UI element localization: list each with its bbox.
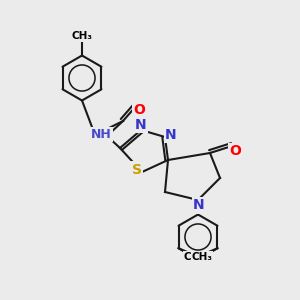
- Text: N: N: [135, 118, 147, 132]
- Text: CH₃: CH₃: [184, 252, 205, 262]
- Text: N: N: [193, 198, 204, 212]
- Text: NH: NH: [91, 128, 112, 141]
- Text: N: N: [165, 128, 177, 142]
- Text: S: S: [132, 163, 142, 177]
- Text: O: O: [134, 103, 145, 117]
- Text: CH₃: CH₃: [191, 252, 212, 262]
- Text: CH₃: CH₃: [71, 31, 92, 41]
- Text: O: O: [229, 144, 241, 158]
